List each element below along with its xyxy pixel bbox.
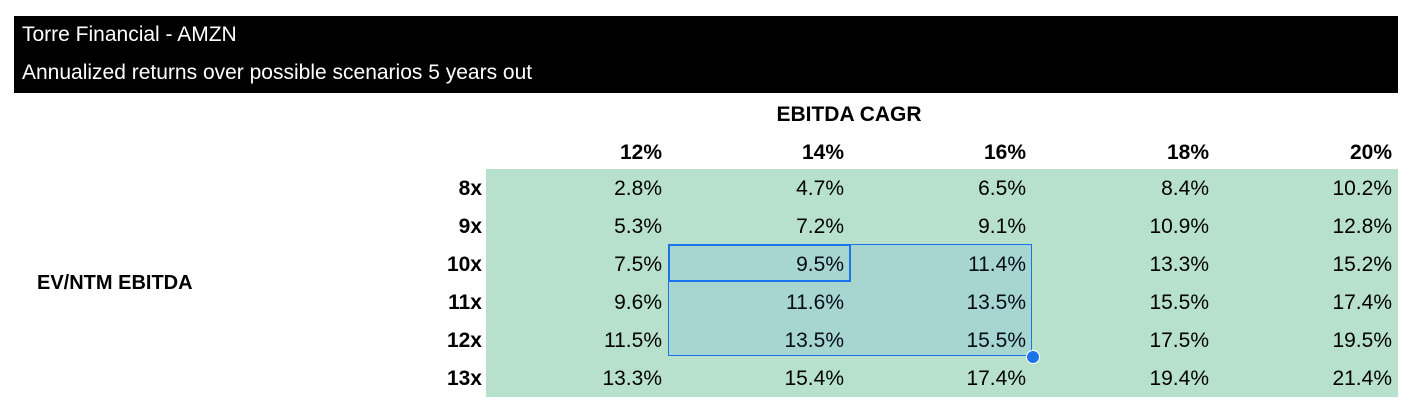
table-cell[interactable]: 11.5% <box>604 329 662 352</box>
table-cell[interactable]: 4.7% <box>796 177 844 200</box>
returns-grid <box>486 169 1398 397</box>
table-cell[interactable]: 17.5% <box>1149 329 1209 352</box>
column-header-12[interactable]: 12% <box>619 141 662 164</box>
column-header-16[interactable]: 16% <box>983 141 1026 164</box>
row-header-13x[interactable]: 13x <box>446 367 482 390</box>
table-cell[interactable]: 13.3% <box>1149 253 1209 276</box>
sheet-subtitle[interactable]: Annualized returns over possible scenari… <box>22 61 533 84</box>
active-cell-border <box>668 244 851 282</box>
table-cell[interactable]: 11.6% <box>786 291 844 314</box>
table-cell[interactable]: 7.5% <box>614 253 662 276</box>
table-cell[interactable]: 12.8% <box>1332 215 1392 238</box>
table-cell[interactable]: 10.9% <box>1149 215 1209 238</box>
fill-handle[interactable] <box>1026 350 1040 364</box>
table-cell[interactable]: 15.5% <box>1149 291 1209 314</box>
table-cell[interactable]: 19.5% <box>1332 329 1392 352</box>
table-cell[interactable]: 15.4% <box>784 367 844 390</box>
sheet-title[interactable]: Torre Financial - AMZN <box>22 23 237 46</box>
table-cell[interactable]: 6.5% <box>978 177 1026 200</box>
table-cell[interactable]: 7.2% <box>796 215 844 238</box>
column-header-14[interactable]: 14% <box>801 141 844 164</box>
table-cell[interactable]: 8.4% <box>1161 177 1209 200</box>
table-cell[interactable]: 11.4% <box>968 253 1026 276</box>
row-header-10x[interactable]: 10x <box>446 253 482 276</box>
table-cell[interactable]: 2.8% <box>614 177 662 200</box>
row-header-12x[interactable]: 12x <box>446 329 482 352</box>
row-header-11x[interactable]: 11x <box>448 291 482 314</box>
column-header-20[interactable]: 20% <box>1349 141 1392 164</box>
table-cell[interactable]: 15.5% <box>966 329 1026 352</box>
row-header-9x[interactable]: 9x <box>458 215 482 238</box>
table-cell[interactable]: 13.5% <box>966 291 1026 314</box>
table-cell[interactable]: 17.4% <box>1332 291 1392 314</box>
table-cell[interactable]: 15.2% <box>1332 253 1392 276</box>
active-cell[interactable]: 9.5% <box>796 253 844 276</box>
table-cell[interactable]: 13.3% <box>602 367 662 390</box>
title-banner: Torre Financial - AMZN Annualized return… <box>14 16 1398 93</box>
table-cell[interactable]: 17.4% <box>966 367 1026 390</box>
table-cell[interactable]: 13.5% <box>784 329 844 352</box>
table-cell[interactable]: 10.2% <box>1332 177 1392 200</box>
table-cell[interactable]: 9.6% <box>614 291 662 314</box>
row-header-8x[interactable]: 8x <box>458 177 482 200</box>
table-cell[interactable]: 21.4% <box>1332 367 1392 390</box>
table-cell[interactable]: 19.4% <box>1149 367 1209 390</box>
column-axis-label[interactable]: EBITDA CAGR <box>776 103 922 126</box>
column-header-18[interactable]: 18% <box>1166 141 1209 164</box>
row-axis-label[interactable]: EV/NTM EBITDA <box>37 272 193 294</box>
table-cell[interactable]: 5.3% <box>614 215 662 238</box>
table-cell[interactable]: 9.1% <box>978 215 1026 238</box>
